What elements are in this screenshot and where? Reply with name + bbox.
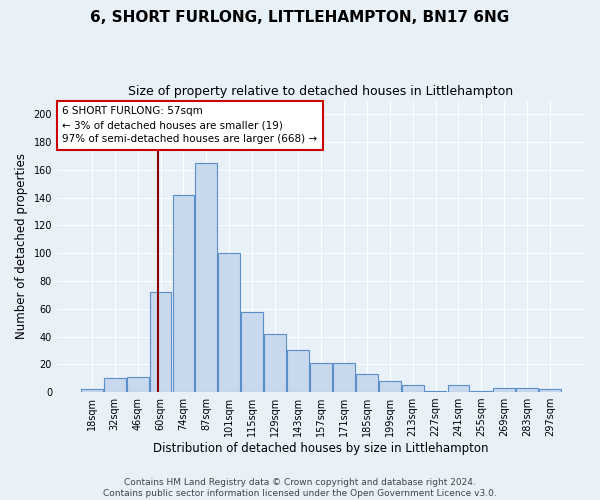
Bar: [539, 390, 561, 392]
Bar: [127, 377, 149, 392]
Bar: [425, 390, 446, 392]
Bar: [264, 334, 286, 392]
Bar: [517, 388, 538, 392]
Y-axis label: Number of detached properties: Number of detached properties: [15, 154, 28, 340]
Bar: [402, 385, 424, 392]
Bar: [493, 388, 515, 392]
Bar: [287, 350, 309, 392]
Bar: [196, 163, 217, 392]
Text: 6 SHORT FURLONG: 57sqm
← 3% of detached houses are smaller (19)
97% of semi-deta: 6 SHORT FURLONG: 57sqm ← 3% of detached …: [62, 106, 317, 144]
Text: 6, SHORT FURLONG, LITTLEHAMPTON, BN17 6NG: 6, SHORT FURLONG, LITTLEHAMPTON, BN17 6N…: [91, 10, 509, 25]
Bar: [149, 292, 172, 392]
X-axis label: Distribution of detached houses by size in Littlehampton: Distribution of detached houses by size …: [153, 442, 489, 455]
Bar: [356, 374, 377, 392]
Bar: [310, 363, 332, 392]
Bar: [218, 254, 240, 392]
Bar: [81, 390, 103, 392]
Bar: [104, 378, 125, 392]
Bar: [379, 381, 401, 392]
Bar: [173, 195, 194, 392]
Title: Size of property relative to detached houses in Littlehampton: Size of property relative to detached ho…: [128, 85, 514, 98]
Bar: [333, 363, 355, 392]
Bar: [241, 312, 263, 392]
Text: Contains HM Land Registry data © Crown copyright and database right 2024.
Contai: Contains HM Land Registry data © Crown c…: [103, 478, 497, 498]
Bar: [448, 385, 469, 392]
Bar: [470, 390, 492, 392]
